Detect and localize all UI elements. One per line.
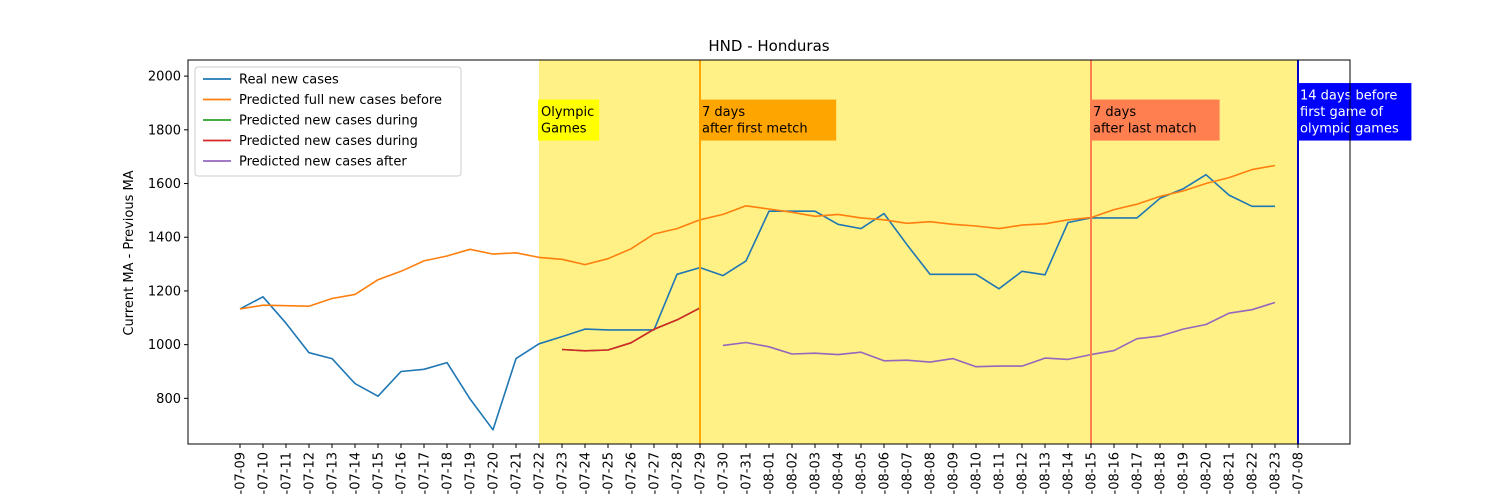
x-tick-label: -08-09 <box>947 452 962 494</box>
x-tick-label: -08-07 <box>901 452 916 494</box>
x-tick-label: -07-22 <box>533 452 548 494</box>
x-tick-label: -07-27 <box>648 452 663 494</box>
x-tick-label: -07-10 <box>257 452 272 494</box>
legend: Real new cases Predicted full new cases b… <box>194 66 462 177</box>
annotation-text: Games <box>541 122 587 137</box>
x-tick-label: -07-21 <box>510 452 525 494</box>
legend-label: Predicted new cases during <box>239 134 418 149</box>
x-tick-label: -07-31 <box>740 452 755 494</box>
y-tick-label: 1200 <box>148 284 181 299</box>
annotation-2: 7 days after last match <box>1090 99 1220 141</box>
x-tick-label: -07-11 <box>280 452 295 494</box>
x-tick-label: -07-16 <box>395 452 410 494</box>
x-tick-label: -07-15 <box>372 452 387 494</box>
annotation-text: 7 days <box>702 105 745 120</box>
legend-frame <box>194 66 462 177</box>
x-tick-label: -08-05 <box>855 452 870 494</box>
series-line-1 <box>239 164 1276 310</box>
y-tick-label: 2000 <box>148 70 181 85</box>
legend-label: Predicted new cases after <box>239 155 407 170</box>
x-tick-label: -08-12 <box>1016 452 1031 494</box>
x-tick-label: -07-23 <box>556 452 571 494</box>
x-tick-label: -07-30 <box>717 452 732 494</box>
y-tick-label: 1800 <box>148 123 181 138</box>
x-tick-label: -08-08 <box>924 452 939 494</box>
x-tick-label: -07-09 <box>234 452 249 494</box>
x-tick-label: -07-28 <box>671 452 686 494</box>
x-tick-label: -08-02 <box>786 452 801 494</box>
x-tick-label: -07-25 <box>602 452 617 494</box>
x-tick-label: -08-19 <box>1177 452 1192 494</box>
x-tick-label: -07-29 <box>694 452 709 494</box>
x-tick-label: -07-14 <box>349 452 364 494</box>
annotation-text: 14 days before <box>1300 89 1397 104</box>
x-tick-label: -08-11 <box>993 452 1008 494</box>
annotation-0: Olympic Games <box>538 99 600 141</box>
x-tick-label: -08-03 <box>809 452 824 494</box>
x-tick-label: -08-14 <box>1062 452 1077 494</box>
y-axis-label: Current MA - Previous MA <box>122 170 137 335</box>
y-tick-label: 1600 <box>148 177 181 192</box>
annotation-box <box>699 99 837 141</box>
annotation-box <box>1090 99 1220 141</box>
x-tick-label: -08-20 <box>1200 452 1215 494</box>
legend-label: Predicted new cases during <box>239 114 418 129</box>
x-tick-label: -07-18 <box>441 452 456 494</box>
x-tick-label: -08-23 <box>1269 452 1284 494</box>
annotation-1: 7 days after first metch <box>699 99 837 141</box>
x-tick-label: -08-15 <box>1085 452 1100 494</box>
series-line-3 <box>561 307 701 352</box>
y-tick-label: 1400 <box>148 231 181 246</box>
x-tick-label: -08-21 <box>1223 452 1238 494</box>
x-tick-label: -08-06 <box>878 452 893 494</box>
x-tick-label: -08-13 <box>1039 452 1054 494</box>
y-tick-label: 1000 <box>148 338 181 353</box>
x-tick-label: -08-01 <box>763 452 778 494</box>
x-tick-label: -08-22 <box>1246 452 1261 494</box>
x-tick-label: -08-10 <box>970 452 985 494</box>
annotation-text: after last match <box>1093 122 1197 137</box>
x-tick-label: -07-19 <box>464 452 479 494</box>
annotation-text: after first metch <box>702 122 808 137</box>
x-tick-label: -08-18 <box>1154 452 1169 494</box>
x-tick-label: -07-08 <box>1292 452 1307 494</box>
x-tick-label: -07-12 <box>303 452 318 494</box>
x-tick-label: -08-16 <box>1108 452 1123 494</box>
legend-label: Real new cases <box>239 73 339 88</box>
series-line-0 <box>239 173 1275 431</box>
annotation-text: 7 days <box>1093 105 1136 120</box>
chart-title: HND - Honduras <box>708 37 829 55</box>
y-tick-label: 800 <box>156 392 181 407</box>
x-tick-label: -07-17 <box>418 452 433 494</box>
x-tick-label: -08-04 <box>832 452 847 494</box>
x-tick-label: -07-13 <box>326 452 341 494</box>
annotation-text: olympic games <box>1300 122 1399 137</box>
annotation-text: Olympic <box>541 105 594 120</box>
annotation-box <box>538 99 600 141</box>
annotation-box <box>1297 83 1412 141</box>
legend-label: Predicted full new cases before <box>239 93 442 108</box>
series-line-4 <box>722 301 1276 368</box>
x-tick-label: -07-26 <box>625 452 640 494</box>
x-tick-label: -07-20 <box>487 452 502 494</box>
x-tick-label: -07-24 <box>579 452 594 494</box>
annotation-text: first game of <box>1300 105 1384 120</box>
x-tick-label: -08-17 <box>1131 452 1146 494</box>
